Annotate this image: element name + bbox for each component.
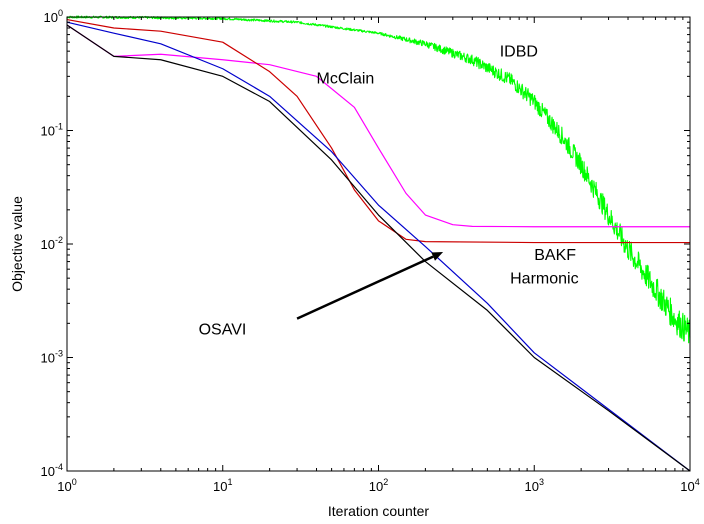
annotation-harmonic: Harmonic [510,270,578,287]
y-axis-label: Objective value [9,196,25,292]
annotation-layer: IDBD McClain BAKF Harmonic OSAVI [199,43,579,338]
x-tick-label: 101 [213,477,232,494]
tick-layer: 100 101 102 103 104 100 10-1 10-2 10-3 10-4 [41,8,700,494]
x-tick-label: 100 [57,477,76,494]
y-tick-label: 100 [44,8,63,25]
annotation-idbd: IDBD [500,43,538,60]
annotation-arrow [296,252,444,320]
x-axis-label: Iteration counter [328,503,430,519]
annotation-mcclain: McClain [317,70,375,87]
arrow-shaft [296,255,434,320]
series-line-osavi [66,24,691,472]
x-tick-label: 103 [525,477,544,494]
arrow-head [431,252,444,261]
x-tick-label: 104 [680,477,699,494]
y-tick-label: 10-3 [41,349,63,366]
y-tick-label: 10-2 [41,235,63,252]
plot-area [67,17,690,471]
y-tick-label: 10-4 [41,462,63,479]
series-line-harmonic [66,21,691,472]
series-line-mcclain [66,24,690,228]
annotation-osavi: OSAVI [199,321,247,338]
y-tick-label: 10-1 [41,122,63,139]
series-line-bakf [66,18,690,244]
annotation-bakf: BAKF [534,247,576,264]
x-tick-label: 102 [369,477,388,494]
